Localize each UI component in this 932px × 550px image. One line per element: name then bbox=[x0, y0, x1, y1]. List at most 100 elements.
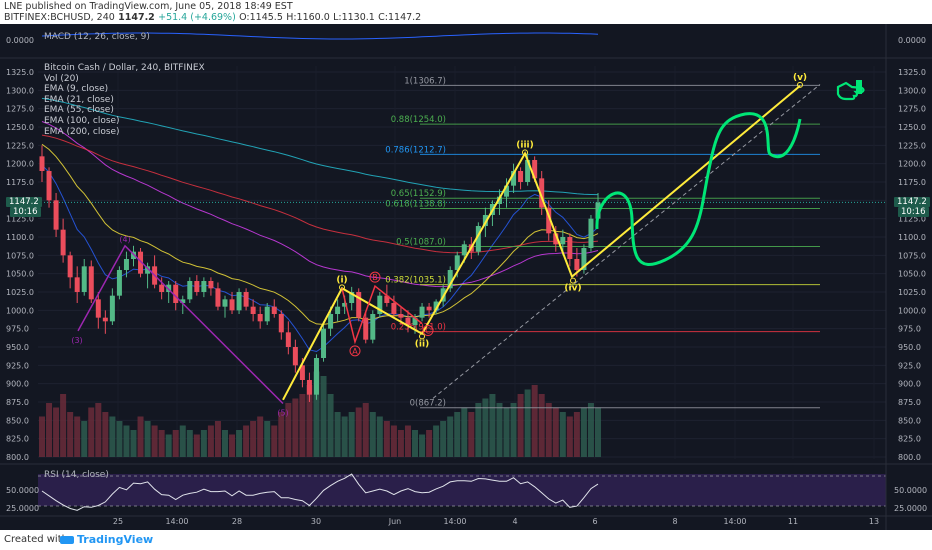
wave-marker-circle bbox=[369, 271, 381, 283]
wave-label: (ii) bbox=[415, 339, 429, 349]
candle-body bbox=[159, 284, 165, 292]
volume-bar bbox=[355, 407, 362, 457]
fib-level-label: 0.382(1035.1) bbox=[385, 276, 446, 286]
price-tick-left: 1075.0 bbox=[6, 251, 34, 260]
volume-bar bbox=[482, 398, 489, 457]
candle-body bbox=[292, 347, 298, 366]
volume-bar bbox=[552, 407, 559, 457]
candle-body bbox=[74, 277, 80, 292]
volume-bar bbox=[285, 403, 292, 457]
volume-bar bbox=[313, 371, 320, 457]
price-tick-left: 825.0 bbox=[6, 435, 29, 444]
candle-body bbox=[201, 281, 207, 292]
price-axis[interactable]: 1325.0 1325.0 1300.0 1300.0 1275.0 1275.0 1250… bbox=[6, 68, 926, 462]
candle-body bbox=[433, 301, 439, 311]
wave-marker-circle bbox=[349, 345, 361, 357]
time-axis[interactable]: 25 14:00 28 30 Jun 14:00 4 6 8 14:00 11 13 bbox=[113, 517, 879, 526]
wave-pivot-dot bbox=[419, 333, 425, 340]
price-tick-right: 900.0 bbox=[898, 380, 921, 389]
price-chart[interactable]: 1(1306.7) 0.88(1254.0) 0.786(1212.7) 0.65(1… bbox=[0, 24, 932, 530]
volume-bar bbox=[278, 412, 285, 457]
volume-bar bbox=[489, 394, 496, 457]
price-tick-right: 875.0 bbox=[898, 398, 921, 407]
candle-body bbox=[539, 178, 545, 208]
volume-bar bbox=[214, 421, 221, 457]
price-tick-left: 1025.0 bbox=[6, 288, 34, 297]
volume-bar bbox=[257, 416, 264, 457]
volume-bar bbox=[264, 421, 271, 457]
time-tick: 25 bbox=[113, 517, 123, 526]
volume-bar bbox=[229, 434, 236, 457]
candle-body bbox=[215, 288, 221, 307]
candle-body bbox=[475, 226, 481, 252]
candle-body bbox=[53, 200, 59, 230]
volume-bar bbox=[243, 425, 250, 457]
volume-bar bbox=[369, 412, 376, 457]
rsi-tick-25-right: 25.0000 bbox=[894, 504, 928, 513]
fib-level-label: 0.65(1152.9) bbox=[391, 189, 446, 199]
candle-body bbox=[560, 237, 566, 245]
candle-body bbox=[511, 171, 517, 186]
prior-wave-line bbox=[77, 244, 284, 405]
candle-body bbox=[138, 251, 144, 274]
candle-body bbox=[588, 218, 594, 248]
open-value: O:1145.5 bbox=[239, 12, 283, 23]
volume-bar bbox=[461, 407, 468, 457]
indicator-legend-item: EMA (55, close) bbox=[44, 105, 114, 116]
candle-body bbox=[285, 332, 291, 347]
candle-body bbox=[145, 266, 151, 274]
volume-bar bbox=[538, 394, 545, 457]
candle-body bbox=[370, 314, 376, 340]
ema-line bbox=[41, 164, 599, 353]
candle-body bbox=[67, 255, 73, 278]
candle-body bbox=[236, 292, 242, 311]
candle-body bbox=[243, 292, 249, 307]
candle-body bbox=[405, 317, 411, 325]
fib-level-label: 0.88(1254.0) bbox=[391, 115, 446, 125]
time-tick: 14:00 bbox=[723, 517, 746, 526]
price-tick-right: 1325.0 bbox=[898, 68, 926, 77]
candle-body bbox=[546, 207, 552, 234]
publisher-line: LNE published on TradingView.com, June 0… bbox=[4, 1, 293, 12]
price-tick-right: 925.0 bbox=[898, 361, 921, 370]
volume-bar bbox=[545, 403, 552, 457]
volume-bar bbox=[88, 407, 95, 457]
candle-body bbox=[229, 299, 235, 311]
candle-body bbox=[271, 306, 277, 314]
macd-axis-left: 0.0000 bbox=[6, 36, 34, 45]
volume-bar bbox=[109, 416, 116, 457]
wave-labels: (3) (4) (5) (i) A B C (ii) (iii) (iv) (v) bbox=[71, 73, 807, 418]
candle-body bbox=[335, 306, 341, 314]
price-tick-left: 925.0 bbox=[6, 361, 29, 370]
volume-bar bbox=[271, 425, 278, 457]
volume-bar bbox=[341, 416, 348, 457]
volume-bar bbox=[496, 403, 503, 457]
volume-bar bbox=[383, 421, 390, 457]
volume-bar bbox=[123, 425, 130, 457]
time-tick: Jun bbox=[388, 517, 402, 526]
low-value: L:1130.1 bbox=[333, 12, 375, 23]
candle-body bbox=[342, 303, 348, 307]
tradingview-brand[interactable]: TradingView bbox=[60, 533, 153, 546]
price-tick-right: 1300.0 bbox=[898, 86, 926, 95]
volume-bar bbox=[67, 412, 74, 457]
symbol-ohlc-line: BITFINEX:BCHUSD, 240 1147.2 +51.4 (+4.69… bbox=[4, 12, 421, 23]
volume-bar bbox=[144, 421, 151, 457]
price-tick-right: 1275.0 bbox=[898, 105, 926, 114]
volume-bar bbox=[53, 407, 60, 457]
volume-bar bbox=[433, 425, 440, 457]
candle-body bbox=[419, 306, 425, 318]
indicator-legend-item: EMA (200, close) bbox=[44, 126, 120, 137]
created-with-text: Created with bbox=[4, 534, 68, 545]
volume-bar bbox=[412, 430, 419, 457]
volume-bar bbox=[587, 403, 594, 457]
ema-line bbox=[41, 134, 599, 254]
volume-bar bbox=[200, 430, 207, 457]
time-tick: 28 bbox=[232, 517, 242, 526]
volume-bar bbox=[186, 430, 193, 457]
price-tick-left: 1000.0 bbox=[6, 306, 34, 315]
candle-body bbox=[194, 281, 200, 292]
volume-bar bbox=[320, 376, 327, 457]
candle-body bbox=[81, 266, 87, 292]
time-badge-right: 10:16 bbox=[898, 207, 929, 217]
